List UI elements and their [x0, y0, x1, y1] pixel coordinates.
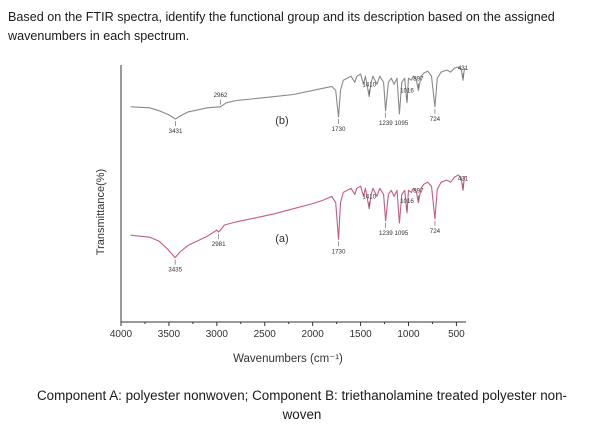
peak-label: 1730: [332, 248, 346, 255]
peak-label: 1239 1095: [379, 120, 409, 127]
peak-label: 897: [413, 188, 424, 195]
peak-label: 3435: [168, 267, 182, 274]
peak-label: 1016: [400, 198, 414, 205]
series-a-line: [130, 174, 466, 259]
peak-label: 724: [430, 228, 441, 235]
peak-label: 1410: [362, 194, 376, 201]
series-b-label: (b): [275, 115, 288, 127]
peak-label: 2981: [212, 241, 226, 248]
caption-text: Component A: polyester nonwoven; Compone…: [37, 388, 567, 422]
peak-label: 1410: [362, 82, 376, 89]
peak-label: 897: [413, 75, 424, 82]
x-tick-label: 500: [448, 329, 465, 340]
series-layer: [130, 66, 466, 259]
series-b-line: [130, 66, 466, 120]
peak-label: 1239 1095: [379, 230, 409, 237]
x-tick-label: 4000: [110, 329, 133, 340]
peak-label: 1016: [400, 88, 414, 95]
x-axis-label: Wavenumbers (cm⁻¹): [233, 353, 343, 365]
peak-label: 431: [458, 175, 469, 182]
question-text: Based on the FTIR spectra, identify the …: [8, 10, 555, 43]
x-tick-label: 3000: [206, 329, 229, 340]
peak-label: 2962: [214, 92, 228, 99]
peak-label: 724: [430, 116, 441, 123]
x-tick-label: 2500: [254, 329, 277, 340]
peak-label: 1730: [332, 126, 346, 133]
annotation-layer: (a) 3435 2981 1730 1410 1239 1095 1016 897 724 43…: [168, 65, 468, 273]
series-a-label: (a): [275, 233, 288, 245]
x-tick-label: 3500: [158, 329, 181, 340]
chart-axes: 4000 3500 3000 2500 2000 1500 1000 500: [110, 65, 466, 340]
peak-label: 3431: [169, 128, 183, 135]
peak-label: 431: [458, 65, 469, 72]
x-tick-label: 1500: [349, 329, 372, 340]
x-tick-label: 2000: [302, 329, 325, 340]
y-axis-label: Transmittance(%): [95, 169, 107, 255]
x-tick-label: 1000: [397, 329, 420, 340]
